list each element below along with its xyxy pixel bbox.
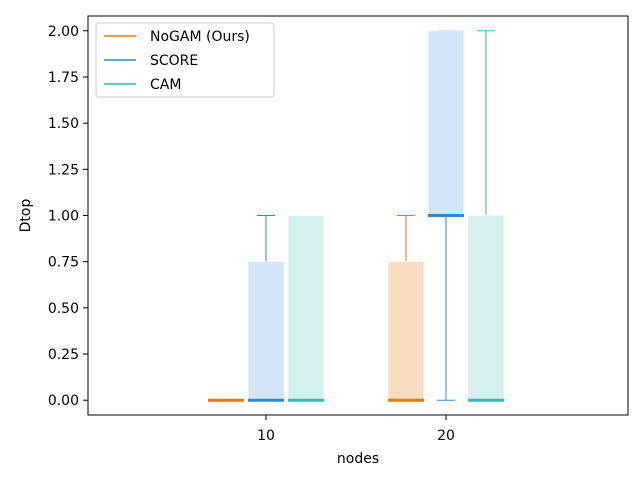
y-tick-label: 1.25 <box>48 162 79 178</box>
legend-label: SCORE <box>150 53 198 69</box>
box-score-10 <box>247 215 285 402</box>
y-tick-label: 0.25 <box>48 347 79 363</box>
x-tick-label: 10 <box>257 428 275 444</box>
x-axis-label: nodes <box>337 451 379 467</box>
y-axis-ticks: 0.00 0.25 0.50 0.75 1.00 1.25 1.50 1.75 2.00 <box>48 24 88 409</box>
box-body <box>427 30 465 217</box>
y-tick-label: 2.00 <box>48 24 79 40</box>
legend-label: NoGAM (Ours) <box>150 29 250 45</box>
y-tick-label: 0.50 <box>48 301 79 317</box>
boxes-layer <box>208 30 505 402</box>
legend: NoGAM (Ours) SCORE CAM <box>95 22 275 98</box>
box-score-20 <box>427 30 465 401</box>
box-nogam-20 <box>387 215 425 402</box>
box-cam-20 <box>467 30 505 402</box>
y-tick-label: 1.75 <box>48 70 79 86</box>
x-axis-ticks: 10 20 <box>257 415 455 444</box>
box-cam-10 <box>287 215 325 402</box>
box-body <box>467 215 505 401</box>
y-tick-label: 1.00 <box>48 209 79 225</box>
box-body <box>387 261 425 401</box>
legend-label: CAM <box>150 77 181 93</box>
box-body <box>247 261 285 401</box>
x-tick-label: 20 <box>437 428 455 444</box>
box-body <box>287 215 325 401</box>
y-tick-label: 1.50 <box>48 116 79 132</box>
y-axis-label: Dtop <box>18 199 34 233</box>
y-tick-label: 0.75 <box>48 255 79 271</box>
y-tick-label: 0.00 <box>48 393 79 409</box>
legend-frame <box>95 22 275 98</box>
